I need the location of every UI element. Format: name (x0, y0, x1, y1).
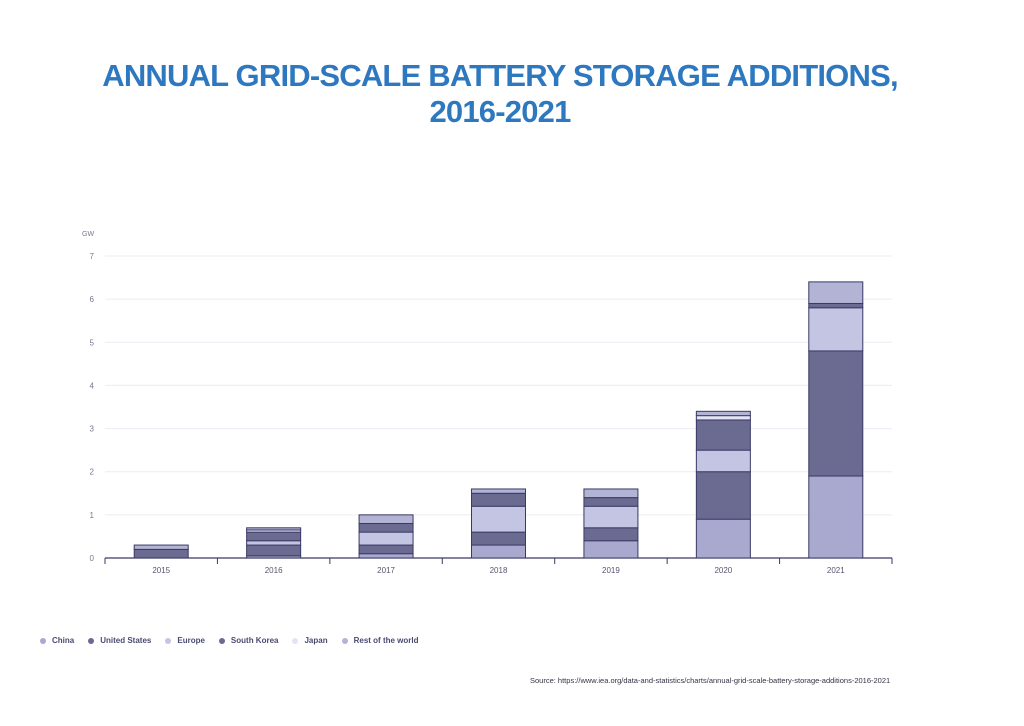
bar-segment (246, 540, 302, 546)
bar-segment (695, 419, 751, 451)
bar-segment (358, 544, 414, 555)
legend-item: United States (88, 636, 151, 645)
bar-segment (246, 544, 302, 557)
bar-segment (695, 518, 751, 559)
legend-item: South Korea (218, 636, 279, 645)
bar-segment (358, 553, 414, 559)
bar-segment (471, 505, 526, 533)
legend-swatch (40, 637, 46, 644)
bar-segment (808, 302, 864, 309)
legend-label: Rest of the world (353, 636, 419, 645)
stacked-bar-chart: GW 0 1 2 3 4 5 6 7 2015 2016 2017 2018 2019 2020 2021 (82, 231, 893, 575)
bar-segment (808, 281, 864, 304)
bar-segment (133, 548, 189, 559)
legend-item: Rest of the world (341, 636, 419, 645)
x-tick-label: 2020 (714, 566, 732, 575)
y-tick-label: 1 (90, 511, 95, 520)
bar-segment (695, 449, 751, 473)
bar-segment (471, 488, 526, 494)
legend-label: Japan (304, 636, 328, 645)
legend-swatch (341, 637, 348, 644)
bar-segment (583, 505, 639, 529)
legend-swatch (218, 637, 225, 644)
bar-segment (246, 527, 302, 531)
y-tick-label: 0 (90, 554, 95, 563)
bar-segment (358, 522, 414, 533)
legend-swatch (88, 637, 95, 644)
legend-label: China (52, 636, 75, 645)
x-tick-label: 2019 (602, 566, 620, 575)
y-tick-label: 6 (90, 295, 95, 304)
y-axis-unit-label: GW (82, 231, 94, 238)
chart-legend: China United States Europe South Korea Japan… (40, 636, 433, 645)
bar-segment (808, 475, 864, 559)
bar-segment (808, 350, 864, 477)
legend-swatch (165, 637, 172, 644)
bar-segment (471, 544, 526, 559)
x-tick-label: 2015 (152, 566, 170, 575)
bar-segment (583, 488, 639, 499)
chart-title-line-2: 2016-2021 (429, 94, 571, 129)
x-tick-label: 2018 (490, 566, 508, 575)
legend-label: Europe (177, 636, 205, 645)
y-tick-label: 7 (90, 252, 95, 261)
x-tick-label: 2016 (265, 566, 283, 575)
x-tick-label: 2021 (827, 566, 845, 575)
y-tick-label: 3 (90, 425, 95, 434)
bar-segment (471, 531, 526, 546)
x-tick-label: 2017 (377, 566, 395, 575)
bar-segment (246, 531, 302, 542)
y-tick-label: 5 (90, 338, 95, 347)
bar-segment (583, 527, 639, 542)
bar-segment (695, 410, 751, 417)
bar-segment (695, 471, 751, 520)
bar-segment (133, 544, 189, 550)
legend-label: United States (100, 636, 152, 645)
legend-item: China (40, 636, 74, 645)
bar-segment (695, 415, 751, 421)
source-note: Source: https://www.iea.org/data-and-sta… (530, 676, 891, 685)
chart-title: ANNUAL GRID-SCALE BATTERY STORAGE ADDITI… (0, 58, 1000, 130)
chart-title-line-1: ANNUAL GRID-SCALE BATTERY STORAGE ADDITI… (102, 58, 898, 93)
y-tick-label: 4 (90, 381, 95, 390)
legend-label: South Korea (230, 636, 279, 645)
legend-item: Europe (165, 636, 205, 645)
bar-segment (358, 514, 414, 524)
bar-segment (471, 492, 526, 507)
y-tick-label: 2 (90, 468, 95, 477)
bar-segment (358, 531, 414, 546)
legend-item: Japan (292, 636, 328, 645)
bar-segment (808, 307, 864, 352)
bar-segment (583, 540, 639, 559)
bar-segment (583, 497, 639, 507)
legend-swatch (292, 637, 299, 644)
